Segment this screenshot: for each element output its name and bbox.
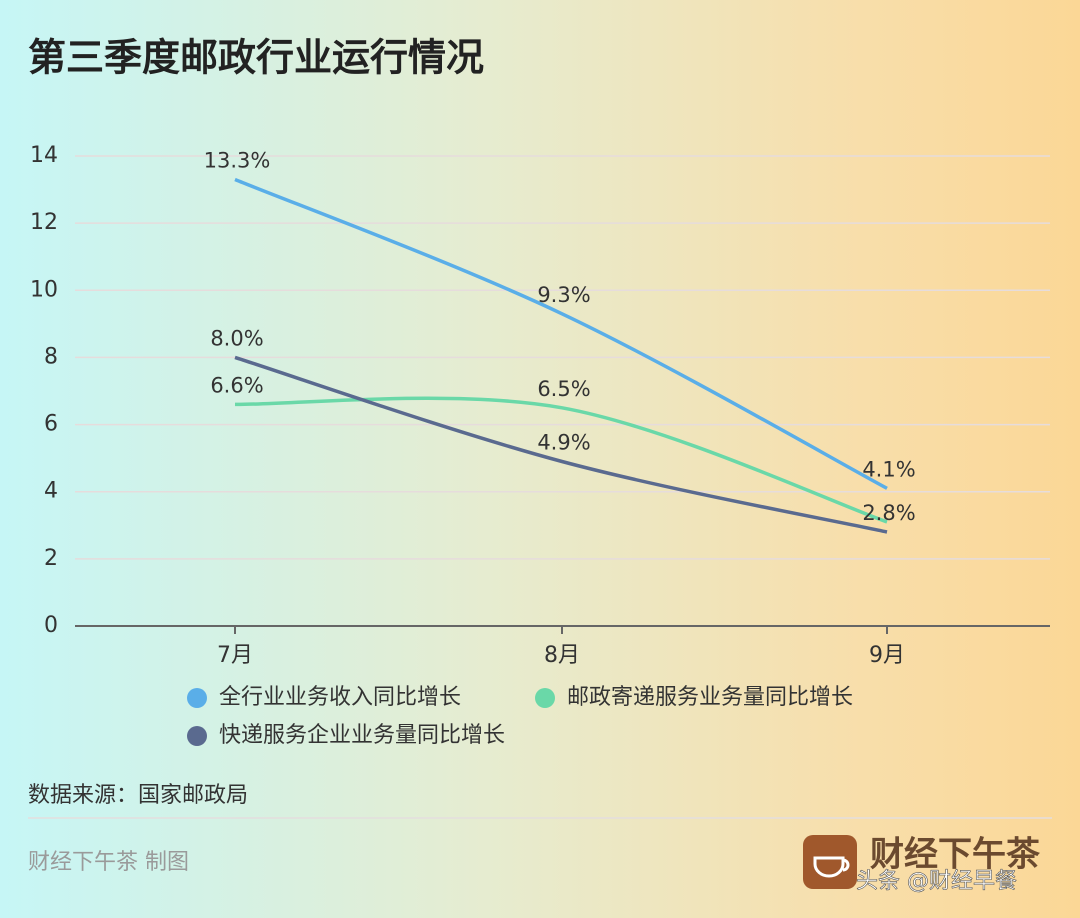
line xyxy=(234,177,888,490)
y-tick-label: 14 xyxy=(30,143,58,168)
legend-label: 邮政寄递服务业务量同比增长 xyxy=(567,685,853,710)
y-tick-label: 2 xyxy=(44,546,58,571)
data-label: 8.0% xyxy=(210,326,263,350)
data-label: 4.9% xyxy=(537,431,590,455)
data-label: 6.6% xyxy=(210,373,263,397)
source: 数据来源：国家邮政局 xyxy=(28,783,248,808)
x-tick-label: 7月 xyxy=(217,643,253,668)
data-label: 4.1% xyxy=(862,457,915,481)
legend-label: 快递服务企业业务量同比增长 xyxy=(219,723,505,748)
credit: 财经下午茶 制图 xyxy=(28,850,189,875)
brand: 财经下午茶 xyxy=(870,835,1041,875)
chart-title: 第三季度邮政行业运行情况 xyxy=(28,36,484,80)
y-tick-label: 12 xyxy=(30,210,58,235)
x-tick-label: 9月 xyxy=(869,643,905,668)
data-label: 9.3% xyxy=(537,283,590,307)
data-label: 6.5% xyxy=(537,377,590,401)
data-label: 2.8% xyxy=(862,501,915,525)
watermark: 头条 @财经早餐 xyxy=(856,869,1017,894)
y-tick-label: 0 xyxy=(44,613,58,638)
legend-label: 全行业业务收入同比增长 xyxy=(219,685,461,710)
x-tick-label: 8月 xyxy=(544,643,580,668)
y-tick-label: 10 xyxy=(30,277,58,302)
data-label: 13.3% xyxy=(204,149,271,173)
legend-marker xyxy=(187,688,207,708)
legend-marker xyxy=(535,688,555,708)
logo-icon xyxy=(803,835,857,889)
y-tick-label: 8 xyxy=(44,344,58,369)
legend-marker xyxy=(187,726,207,746)
line xyxy=(234,396,888,524)
y-tick-label: 4 xyxy=(44,479,58,504)
logo-cup xyxy=(813,856,850,878)
y-tick-label: 6 xyxy=(44,412,58,437)
line xyxy=(234,355,888,534)
